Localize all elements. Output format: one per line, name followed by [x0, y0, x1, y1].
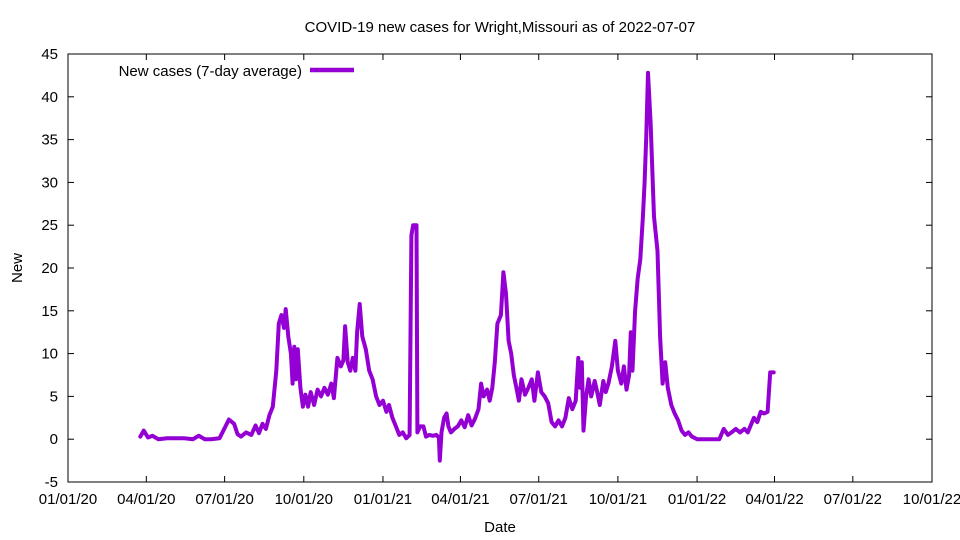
- y-tick-label: 0: [50, 431, 58, 448]
- x-axis-label: Date: [484, 519, 516, 536]
- y-tick-label: 10: [41, 346, 58, 363]
- y-tick-label: 25: [41, 217, 58, 234]
- chart-title: COVID-19 new cases for Wright,Missouri a…: [305, 19, 696, 36]
- series-layer: [138, 70, 776, 463]
- y-tick-label: 45: [41, 46, 58, 63]
- y-tick-label: -5: [45, 474, 58, 491]
- y-tick-label: 5: [50, 388, 58, 405]
- legend: New cases (7-day average): [119, 63, 354, 80]
- y-axis-label: New: [9, 253, 26, 283]
- x-tick-label: 07/01/21: [510, 491, 568, 508]
- y-axis: -5 0 5 10 15 20 25 30 35 40 45: [41, 46, 932, 491]
- x-tick-label: 07/01/22: [824, 491, 882, 508]
- x-tick-label: 04/01/22: [745, 491, 803, 508]
- x-tick-label: 01/01/21: [354, 491, 412, 508]
- x-tick-label: 07/01/20: [195, 491, 253, 508]
- x-tick-label: 04/01/20: [117, 491, 175, 508]
- x-tick-label: 10/01/21: [589, 491, 647, 508]
- series-line-0: [138, 70, 776, 463]
- x-tick-label: 10/01/20: [275, 491, 333, 508]
- y-tick-label: 20: [41, 260, 58, 277]
- y-tick-label: 30: [41, 174, 58, 191]
- y-tick-label: 15: [41, 303, 58, 320]
- x-tick-label: 04/01/21: [431, 491, 489, 508]
- x-tick-label: 01/01/20: [39, 491, 97, 508]
- y-tick-label: 40: [41, 89, 58, 106]
- plot-frame: [67, 53, 933, 483]
- y-tick-label: 35: [41, 132, 58, 149]
- x-tick-label: 10/01/22: [903, 491, 960, 508]
- legend-label: New cases (7-day average): [119, 63, 302, 80]
- x-tick-label: 01/01/22: [668, 491, 726, 508]
